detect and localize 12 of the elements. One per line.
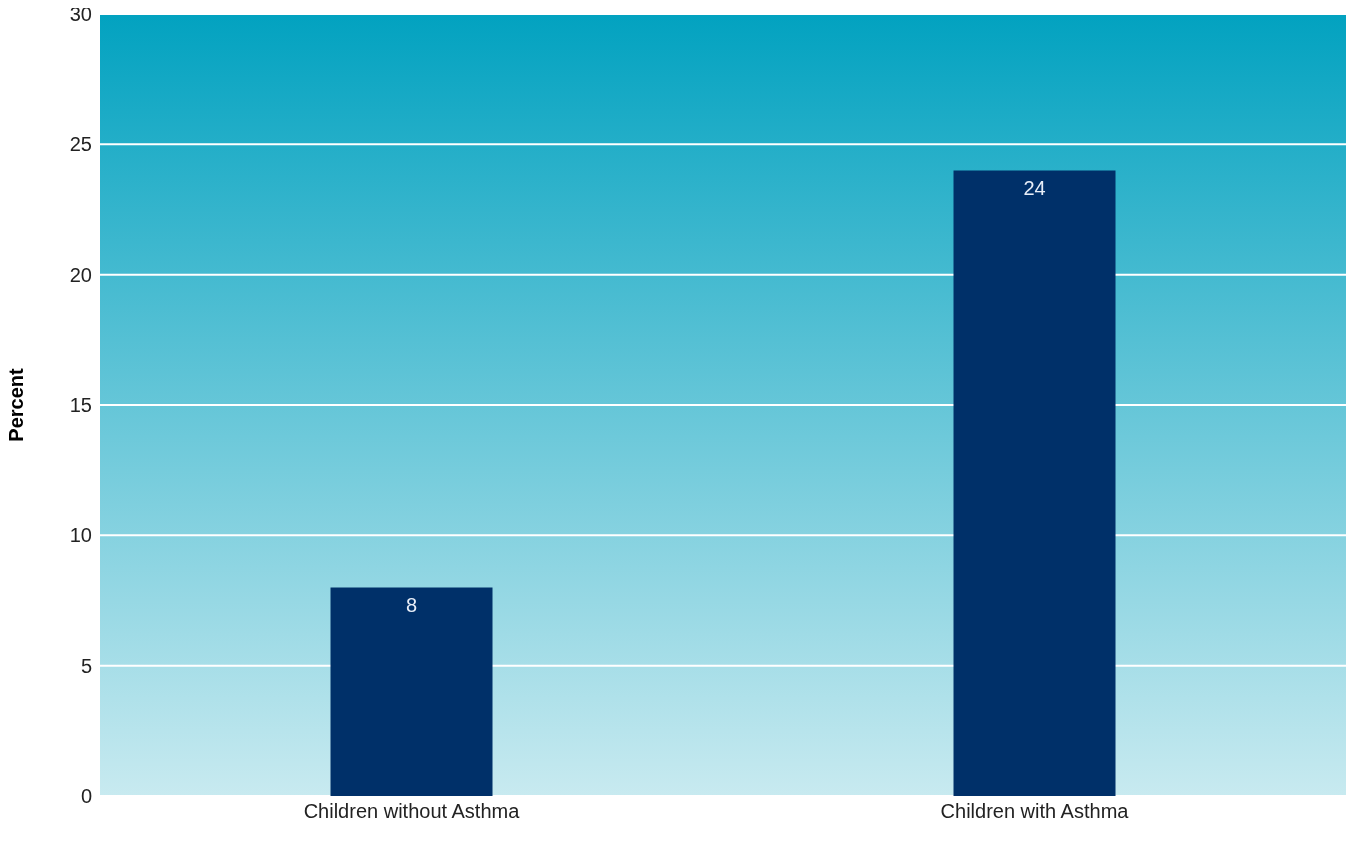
y-tick-label: 30 xyxy=(69,3,92,26)
y-tick-label: 10 xyxy=(69,524,92,547)
y-tick-label: 0 xyxy=(80,785,92,808)
data-label: 8 xyxy=(405,593,418,616)
x-tick-label: Children without Asthma xyxy=(303,800,521,823)
y-axis-title: Percent xyxy=(5,367,28,442)
y-tick-label: 5 xyxy=(80,654,92,677)
y-tick-label: 20 xyxy=(69,263,92,286)
data-label: 24 xyxy=(1023,176,1046,199)
y-tick-label: 15 xyxy=(69,394,92,417)
x-tick-label: Children with Asthma xyxy=(940,800,1130,823)
y-tick-label: 25 xyxy=(69,133,92,156)
